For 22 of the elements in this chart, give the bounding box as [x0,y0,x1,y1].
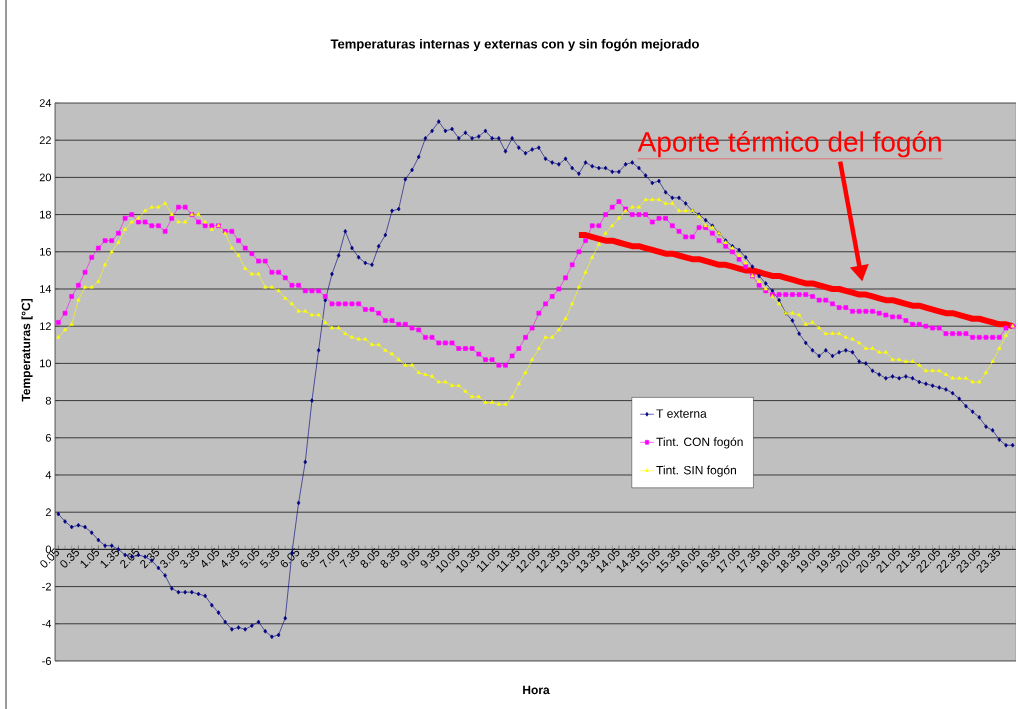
legend-label: Tint. CON fogón [656,437,743,449]
y-tick-label: 6 [45,433,51,442]
chart-title: Temperaturas internas y externas con y sin fogón mejorado [330,38,699,52]
annotation: Aporte térmico del fogón [637,130,941,158]
y-tick-label: 2 [45,508,51,517]
y-tick-label: 18 [40,210,51,219]
y-tick-label: 24 [39,99,52,107]
y-tick-label: 12 [40,322,51,331]
y-tick-label: 8 [45,396,51,405]
y-tick-label: -2 [42,582,51,591]
y-tick-label: 10 [40,359,52,368]
y-tick-label: 22 [39,136,51,145]
y-axis-title: Temperaturas [°C] [21,299,33,402]
y-tick-label: 20 [39,173,52,182]
legend-label: T externa [656,409,707,418]
y-tick-label: -6 [42,657,51,665]
y-tick-label: 4 [45,471,52,479]
y-tick-label: 16 [40,247,51,256]
legend-label: Tint. SIN fogón [656,465,736,477]
x-axis-title: Hora [523,685,550,695]
y-tick-label: -4 [42,620,52,628]
y-tick-label: 14 [40,285,52,293]
